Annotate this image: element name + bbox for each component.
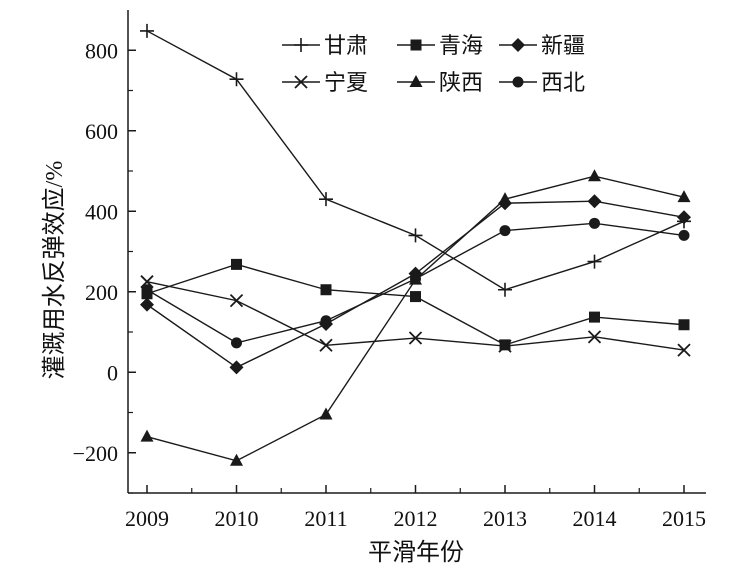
data-point (319, 192, 333, 207)
data-point (229, 360, 244, 375)
data-point (589, 217, 600, 229)
y-tick-label: 200 (85, 280, 118, 305)
data-point (587, 194, 602, 209)
legend-marker (512, 76, 524, 88)
x-tick-label: 2012 (394, 506, 438, 531)
data-point (498, 282, 512, 297)
data-point (678, 229, 690, 241)
data-point (589, 311, 600, 323)
legend-marker (410, 39, 422, 51)
data-point (231, 258, 242, 270)
data-point (320, 315, 332, 327)
y-tick-label: 0 (107, 360, 118, 385)
series-3 (140, 275, 691, 357)
legend-label: 宁夏 (324, 70, 368, 95)
y-axis-title: 灌溉用水反弹效应/% (41, 161, 68, 380)
series-4 (140, 169, 691, 466)
data-point (231, 337, 242, 349)
data-point (319, 338, 333, 352)
legend-item: 甘肃 (282, 33, 368, 58)
data-point (140, 429, 154, 442)
data-point (677, 343, 691, 357)
legend-item: 新疆 (499, 33, 585, 58)
legend-marker (294, 75, 308, 89)
y-tick-label: 400 (85, 199, 118, 224)
series-5 (141, 217, 690, 349)
series-line (146, 30, 685, 291)
data-point (140, 23, 154, 38)
data-point (140, 275, 154, 289)
data-point (141, 284, 153, 296)
data-point (229, 293, 244, 308)
y-tick-label: 600 (85, 119, 118, 144)
legend-label: 陕西 (439, 70, 483, 95)
x-tick-label: 2015 (662, 506, 706, 531)
data-point (498, 339, 512, 353)
x-axis-title: 平滑年份 (368, 539, 464, 566)
y-tick-label: 800 (85, 38, 118, 63)
data-point (587, 254, 602, 269)
legend-item: 青海 (397, 33, 483, 58)
legend-item: 陕西 (397, 70, 483, 95)
data-point (587, 330, 602, 344)
legend-label: 新疆 (541, 33, 585, 58)
legend-label: 青海 (439, 33, 483, 58)
data-point (677, 210, 691, 225)
data-point (229, 72, 244, 87)
legend-label: 西北 (541, 70, 585, 95)
data-point (319, 407, 333, 420)
x-tick-label: 2013 (483, 506, 527, 531)
axes: −200 0 200 400 600 800 2009 2010 2011 2012 2013 201… (73, 10, 706, 531)
y-tick-label: −200 (73, 441, 118, 466)
data-point (230, 453, 243, 466)
data-point (320, 284, 332, 296)
legend-item: 宁夏 (282, 70, 368, 95)
legend-label: 甘肃 (324, 33, 368, 58)
legend-marker (294, 38, 308, 52)
series-0 (140, 23, 691, 297)
data-point (498, 192, 512, 205)
legend-marker (511, 38, 525, 52)
data-point (408, 228, 423, 243)
data-point (140, 297, 154, 312)
data-point (408, 331, 423, 345)
data-point (588, 169, 601, 182)
data-point (678, 319, 690, 331)
series-layer (140, 23, 691, 466)
data-point (410, 291, 421, 303)
x-tick-label: 2010 (215, 506, 259, 531)
data-point (499, 225, 511, 237)
x-tick-label: 2014 (573, 506, 617, 531)
x-tick-label: 2009 (125, 506, 169, 531)
legend-marker (409, 75, 423, 87)
x-tick-label: 2011 (304, 506, 347, 531)
legend-item: 西北 (499, 70, 585, 95)
data-point (410, 273, 421, 285)
data-point (677, 190, 691, 203)
